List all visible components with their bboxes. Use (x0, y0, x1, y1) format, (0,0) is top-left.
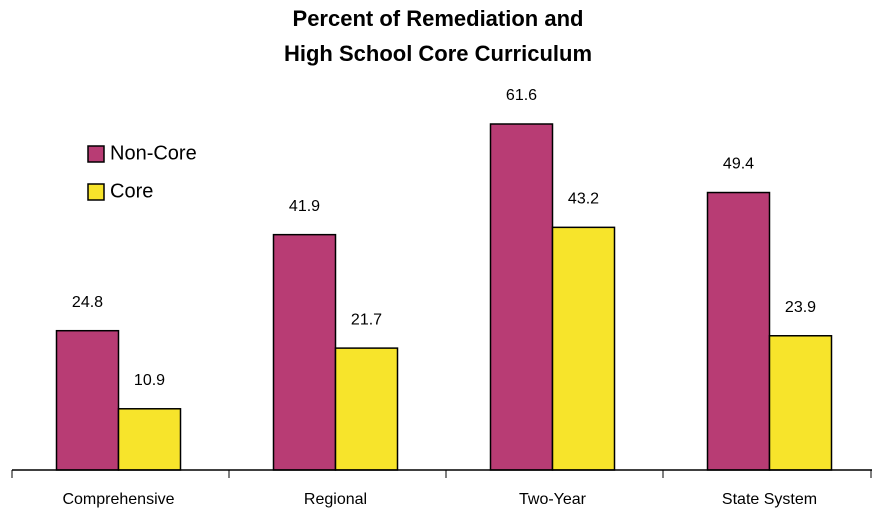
bar (706, 191, 771, 471)
bar (551, 226, 616, 471)
chart-title: Percent of Remediation and (293, 6, 584, 31)
value-label: 61.6 (506, 87, 537, 104)
value-label: 21.7 (351, 311, 382, 328)
bar (334, 347, 399, 471)
bar (272, 233, 337, 471)
value-label: 43.2 (568, 191, 599, 208)
x-tick-label: State System (722, 491, 817, 508)
bar (768, 335, 833, 471)
legend-label: Core (110, 180, 153, 202)
bar (489, 123, 554, 471)
value-label: 10.9 (134, 372, 165, 389)
legend-swatch (87, 145, 105, 163)
value-label: 23.9 (785, 299, 816, 316)
x-tick-label: Regional (304, 491, 367, 508)
chart-title: High School Core Curriculum (284, 41, 592, 66)
value-label: 41.9 (289, 198, 320, 215)
bar (55, 329, 120, 471)
legend-label: Non-Core (110, 142, 197, 164)
value-label: 49.4 (723, 156, 754, 173)
bar (117, 408, 182, 471)
x-tick-label: Two-Year (519, 491, 587, 508)
x-tick-label: Comprehensive (62, 491, 174, 508)
legend-swatch (87, 183, 105, 201)
value-label: 24.8 (72, 294, 103, 311)
